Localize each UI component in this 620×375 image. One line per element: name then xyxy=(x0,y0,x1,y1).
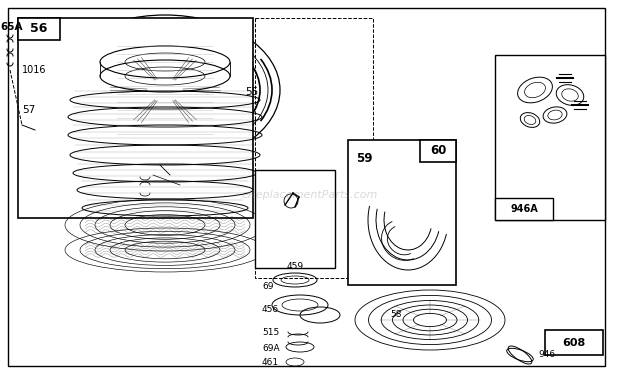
Text: 56: 56 xyxy=(30,22,48,36)
Text: 69: 69 xyxy=(262,282,273,291)
Bar xyxy=(495,198,553,220)
Text: 946A: 946A xyxy=(510,204,538,214)
Text: eReplacementParts.com: eReplacementParts.com xyxy=(242,190,378,200)
Text: 69A: 69A xyxy=(262,344,280,353)
Text: 461: 461 xyxy=(262,358,279,367)
Bar xyxy=(348,140,456,285)
Text: 515: 515 xyxy=(262,328,279,337)
Text: 608: 608 xyxy=(562,338,586,348)
Bar xyxy=(495,55,605,220)
Bar xyxy=(255,18,373,278)
Text: 59: 59 xyxy=(356,152,373,165)
Text: 456: 456 xyxy=(262,305,279,314)
Text: 65A: 65A xyxy=(0,22,22,32)
Bar xyxy=(255,170,335,268)
Text: 60: 60 xyxy=(430,144,446,158)
Bar xyxy=(18,18,253,218)
Text: 55: 55 xyxy=(245,87,259,97)
Bar xyxy=(420,140,456,162)
Text: 459: 459 xyxy=(286,262,304,271)
Bar xyxy=(545,330,603,355)
Bar xyxy=(18,18,60,40)
Text: 57: 57 xyxy=(22,105,35,115)
Text: 946: 946 xyxy=(538,350,555,359)
Text: 1016: 1016 xyxy=(22,65,46,75)
Text: 58: 58 xyxy=(390,310,402,319)
